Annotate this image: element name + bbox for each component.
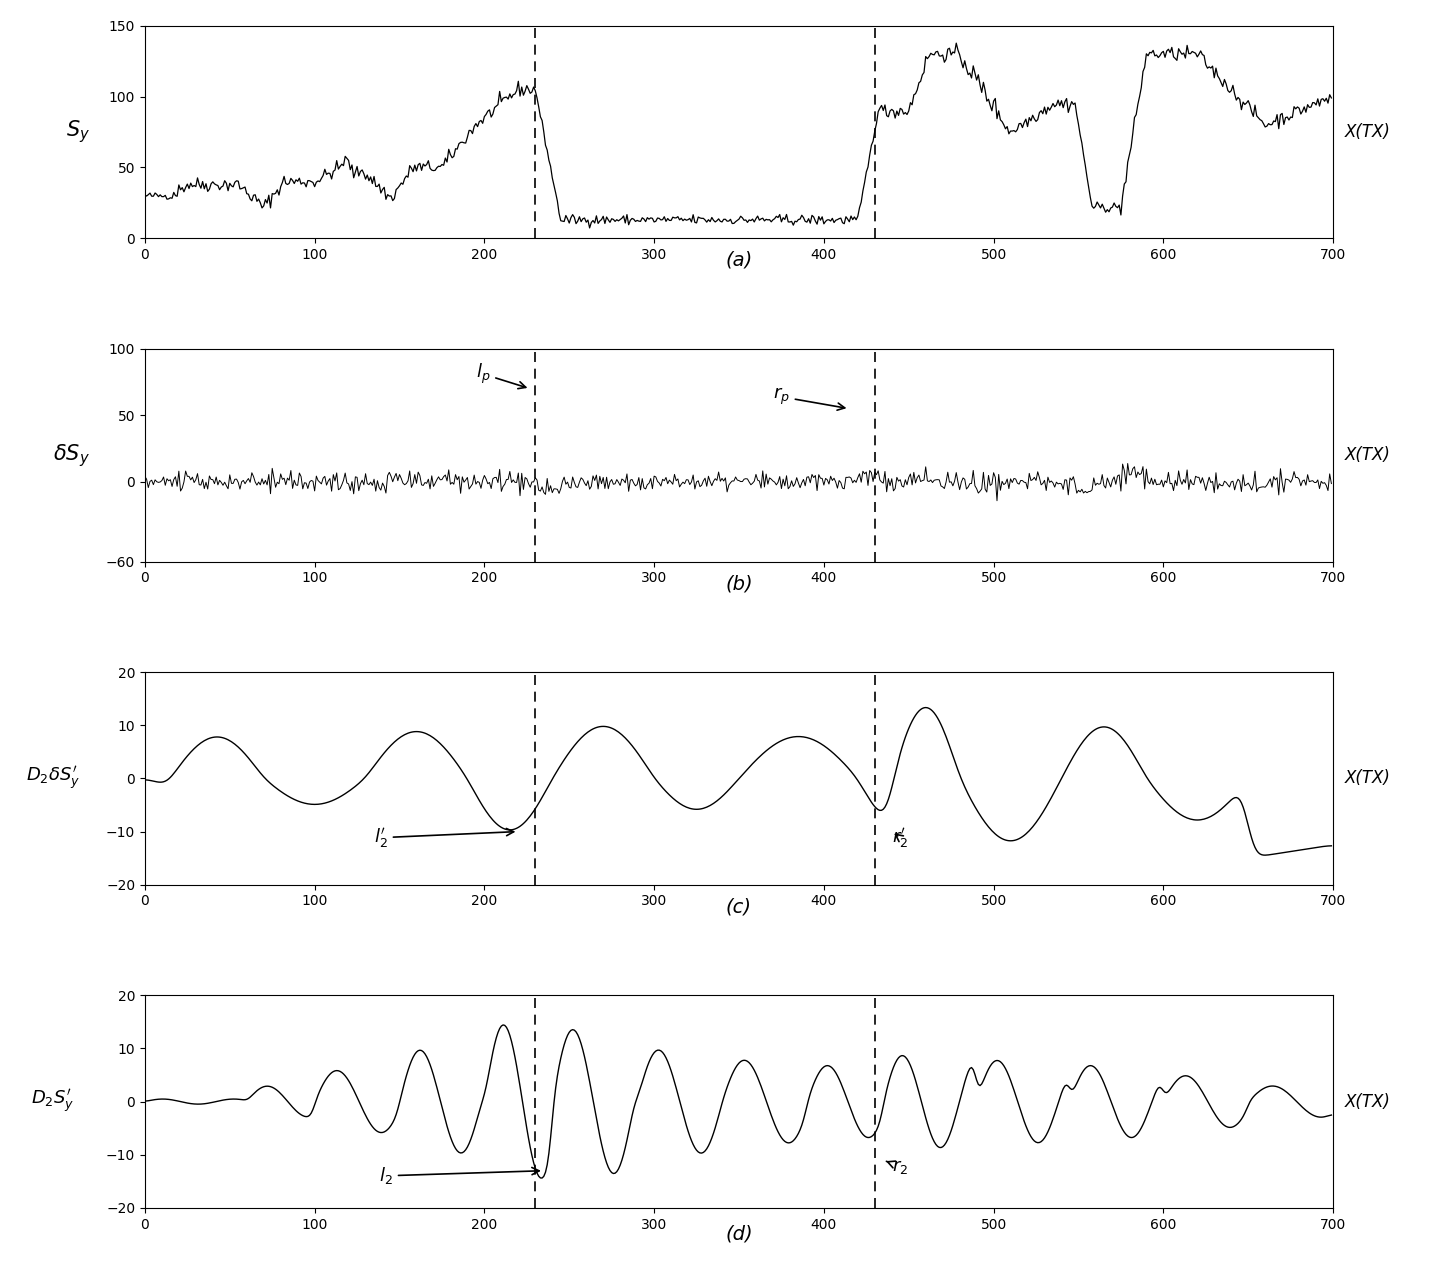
Y-axis label: $D_2 S_y^{\prime}$: $D_2 S_y^{\prime}$ [32, 1088, 75, 1115]
Text: X(TX): X(TX) [1345, 1092, 1391, 1110]
Y-axis label: $D_2\delta S_y^{\prime}$: $D_2\delta S_y^{\prime}$ [26, 765, 80, 792]
Y-axis label: $\delta S_y$: $\delta S_y$ [52, 442, 90, 469]
Text: $r_2$: $r_2$ [887, 1158, 909, 1176]
Text: (c): (c) [726, 897, 752, 916]
Text: (b): (b) [724, 574, 753, 594]
Text: $r_p$: $r_p$ [772, 387, 845, 410]
Text: X(TX): X(TX) [1345, 446, 1391, 464]
Text: $r_2^{\prime}$: $r_2^{\prime}$ [891, 826, 909, 849]
Text: $l_p$: $l_p$ [475, 362, 526, 388]
Text: X(TX): X(TX) [1345, 123, 1391, 141]
Y-axis label: $S_y$: $S_y$ [67, 118, 90, 145]
Text: X(TX): X(TX) [1345, 770, 1391, 788]
Text: $l_2$: $l_2$ [380, 1165, 539, 1186]
Text: $l_2^{\prime}$: $l_2^{\prime}$ [374, 826, 514, 849]
Text: (d): (d) [724, 1225, 753, 1244]
Text: (a): (a) [726, 251, 752, 270]
